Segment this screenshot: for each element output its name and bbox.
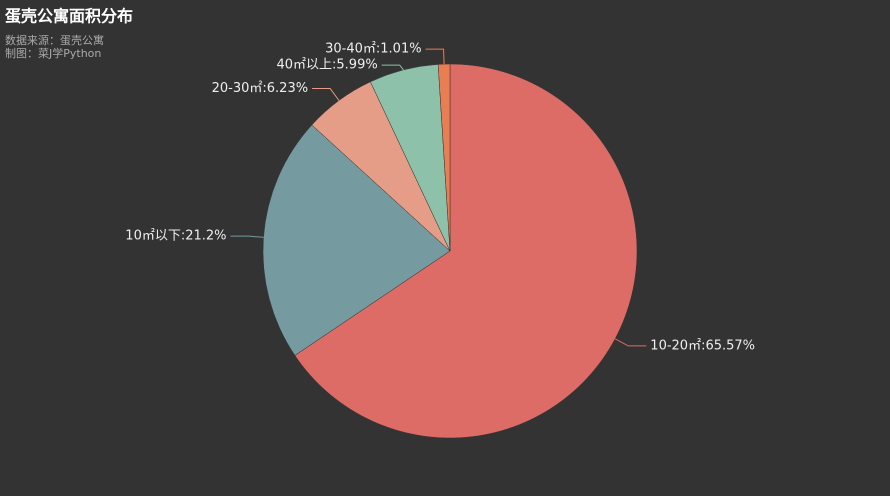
data-label: 10-20㎡:65.57% — [650, 338, 755, 353]
subtitle: 数据来源：蛋壳公寓 — [5, 33, 104, 47]
subtitle: 制图：菜J学Python — [5, 46, 101, 60]
data-label: 30-40㎡:1.01% — [325, 42, 421, 57]
label-line — [425, 48, 445, 65]
data-label: 10㎡以下:21.2% — [125, 229, 226, 244]
chart-title: 蛋壳公寓面积分布 — [5, 7, 133, 26]
label-line — [230, 235, 264, 238]
label-line — [614, 338, 647, 347]
label-line — [312, 87, 340, 101]
data-label: 40㎡以上:5.99% — [276, 58, 377, 73]
data-label: 20-30㎡:6.23% — [212, 81, 308, 96]
label-line — [381, 64, 404, 71]
